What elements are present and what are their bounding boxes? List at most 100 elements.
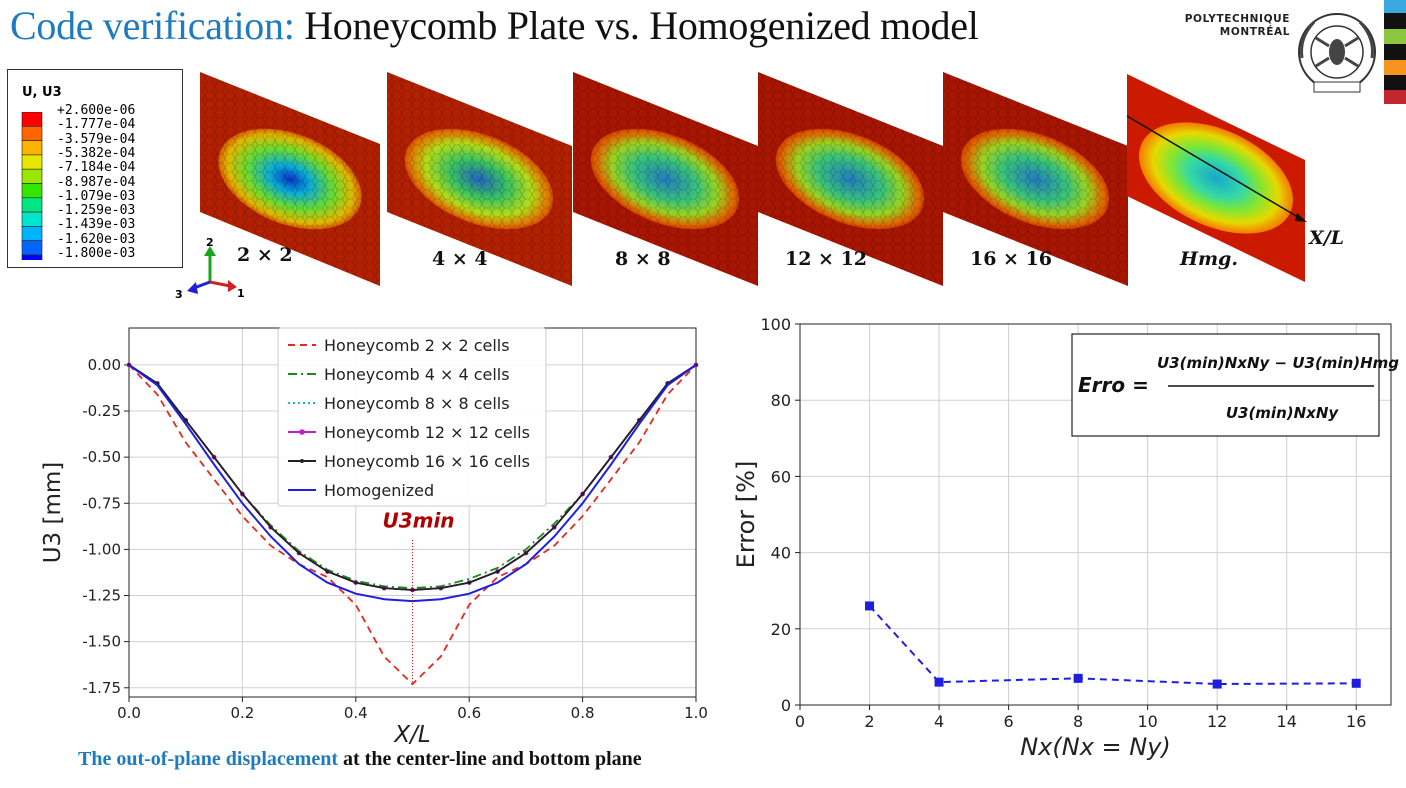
plate-16x16	[943, 72, 1128, 286]
y-axis-label: Error [%]	[732, 461, 760, 569]
contour-legend-value-10: -1.800e-03	[57, 246, 136, 261]
contour-legend-value-3: -5.382e-04	[57, 145, 136, 161]
x-tick-label-4: 8	[1073, 712, 1083, 731]
title-rest: Honeycomb Plate vs. Homogenized model	[304, 3, 979, 48]
title-highlight: Code verification:	[10, 3, 295, 48]
contour-legend-title: U, U3	[22, 85, 62, 100]
y-tick-label-0: 0.00	[88, 356, 121, 374]
colorbar-swatch-4	[21, 168, 43, 184]
colorbar-swatch-1	[21, 126, 43, 141]
series-4-marker-10	[410, 588, 415, 592]
series-4-marker-5	[269, 525, 273, 529]
error-marker-4	[1351, 678, 1361, 688]
y-tick-label-5: 100	[760, 315, 791, 334]
plate-label-1: 4 × 4	[432, 248, 488, 270]
formula-box	[1071, 333, 1380, 437]
series-4-marker-3	[212, 455, 216, 459]
plate-12x12	[758, 72, 943, 286]
error-marker-0	[865, 601, 875, 611]
x-axis-label: Nx(Nx = Ny)	[1020, 733, 1171, 760]
colorbar-swatch-5	[21, 183, 43, 199]
x-tick-label-3: 0.6	[457, 704, 481, 722]
legend-label-3: Honeycomb 12 × 12 cells	[324, 423, 530, 442]
y-tick-label-3: -0.75	[82, 494, 121, 512]
y-tick-label-1: 20	[771, 620, 791, 639]
series-4-marker-14	[524, 551, 528, 555]
series-4-marker-13	[495, 569, 500, 574]
x-tick-label-0: 0	[795, 712, 805, 731]
series-4-marker-9	[382, 586, 386, 590]
contour-legend-value-8: -1.439e-03	[57, 217, 136, 233]
contour-legend-value-7: -1.259e-03	[57, 203, 136, 219]
logo-line1: POLYTECHNIQUE	[1184, 13, 1290, 25]
seal-emblem	[1298, 13, 1376, 93]
y-tick-label-0: 0	[781, 696, 791, 715]
x-tick-label-8: 16	[1346, 712, 1366, 731]
y-axis-label: U3 [mm]	[40, 462, 66, 564]
plate-label-2: 8 × 8	[615, 248, 671, 270]
y-tick-label-4: 80	[771, 391, 791, 410]
legend-label-0: Honeycomb 2 × 2 cells	[324, 336, 510, 355]
contour-legend: U, U3 +2.600e-06 -1.777e-04 -3.579e-04 -5.3…	[7, 69, 183, 268]
plate-homogenized	[1126, 74, 1307, 282]
legend-label-1: Honeycomb 4 × 4 cells	[324, 365, 510, 384]
x-tick-label-0: 0.0	[117, 704, 141, 722]
slide-title: Code verification: Honeycomb Plate vs. H…	[10, 2, 979, 49]
series-4-marker-4	[240, 492, 245, 496]
colorbar-swatch-6	[21, 197, 43, 213]
contour-legend-value-1: -1.777e-04	[57, 117, 136, 133]
x-tick-label-1: 0.2	[230, 704, 254, 722]
legend-label-4: Honeycomb 16 × 16 cells	[324, 452, 530, 471]
series-4-marker-15	[552, 525, 556, 529]
contour-legend-value-0: +2.600e-06	[57, 103, 136, 118]
formula-numerator: U3(min)NxNy − U3(min)Hmg	[1157, 354, 1399, 372]
plate-label-0: 2 × 2	[237, 244, 293, 266]
y-tick-label-1: -0.25	[82, 402, 121, 420]
caption-rest: at the center-line and bottom plane	[338, 748, 642, 770]
colorbar-swatch-7	[21, 211, 43, 227]
y-tick-label-6: -1.50	[82, 633, 121, 651]
formula-lhs: Erro =	[1078, 373, 1149, 397]
x-axis-label: X/L	[393, 722, 430, 748]
plate-contour-images	[200, 72, 1307, 286]
x-tick-label-6: 12	[1207, 712, 1227, 731]
series-4-marker-17	[609, 455, 613, 459]
error-marker-2	[1073, 673, 1083, 683]
displacement-chart: 0.0 0.2 0.4 0.6 0.8 1.0 0.00 -0.25 -0.50 -0.75 -1.…	[40, 327, 708, 748]
colorbar-swatch-8	[21, 226, 43, 242]
x-tick-label-3: 6	[1003, 712, 1013, 731]
plate-label-4: 16 × 16	[970, 248, 1053, 270]
brand-color-stripes	[1384, 0, 1406, 104]
series-4-marker-7	[325, 569, 330, 574]
plate-axis-label: X/L	[1309, 227, 1345, 249]
x-tick-label-7: 14	[1277, 712, 1297, 731]
legend-label-2: Honeycomb 8 × 8 cells	[324, 394, 510, 413]
contour-legend-value-6: -1.079e-03	[57, 188, 136, 204]
centerline	[1126, 115, 1304, 221]
y-tick-label-2: 40	[771, 544, 791, 563]
colorbar-swatch-2	[21, 140, 43, 156]
plot-frame	[799, 323, 1392, 706]
series-line-0	[128, 364, 697, 686]
y-tick-label-4: -1.00	[82, 540, 121, 558]
plate-8x8	[573, 72, 758, 286]
error-chart: 0 2 4 6 8 10 12 14 16 0 20 40 60 80 100 Nx(Nx = Ny) Erro…	[732, 315, 1399, 760]
slide-caption: The out-of-plane displacement at the cen…	[78, 748, 642, 771]
error-marker-1	[934, 677, 944, 687]
contour-legend-value-5: -8.987e-04	[57, 174, 136, 190]
series-4-marker-8	[354, 580, 358, 585]
series-4-marker-16	[580, 492, 585, 496]
plate-4x4	[387, 72, 572, 286]
contour-colorbar	[21, 112, 43, 260]
x-tick-label-4: 0.8	[571, 704, 595, 722]
plate-label-5: Hmg.	[1180, 248, 1238, 270]
triad-axis-3: 3	[175, 288, 183, 301]
triad-axis-1: 1	[237, 287, 245, 300]
x-tick-label-1: 2	[864, 712, 874, 731]
polytechnique-logo: POLYTECHNIQUE MONTRÉAL	[1182, 6, 1382, 102]
contour-legend-value-9: -1.620e-03	[57, 231, 136, 247]
x-tick-label-2: 4	[934, 712, 944, 731]
x-tick-label-5: 1.0	[684, 704, 708, 722]
x-tick-label-2: 0.4	[344, 704, 368, 722]
annotation-u3min: U3min	[382, 508, 454, 532]
